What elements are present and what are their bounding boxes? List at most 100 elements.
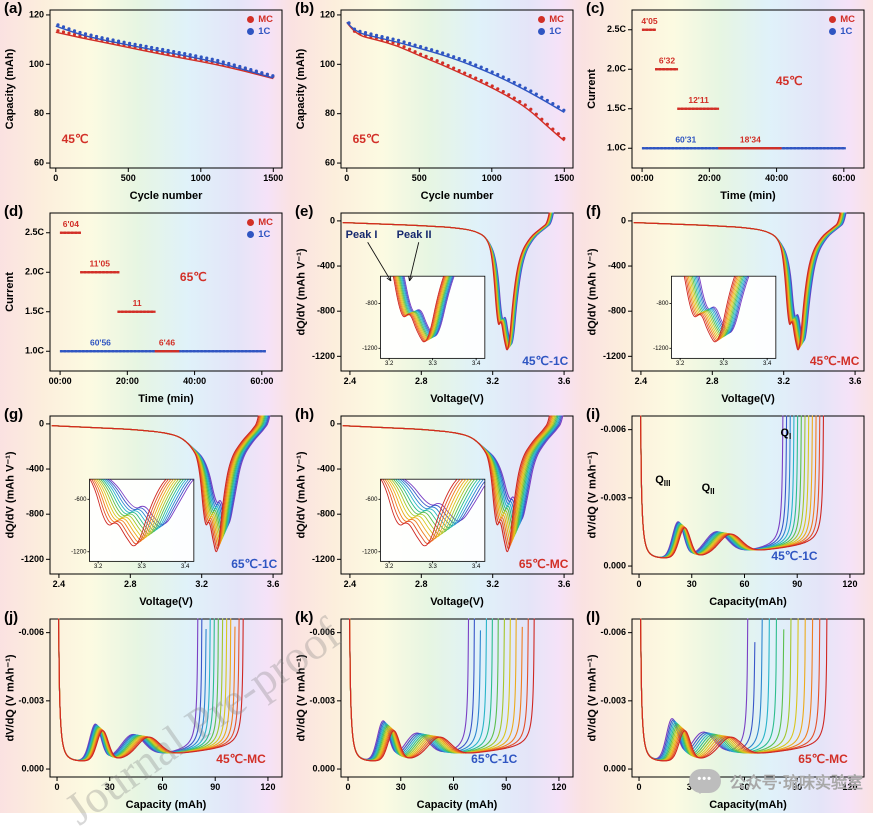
plot-canvas-h <box>291 406 582 609</box>
y-axis-title-f: dQ/dV (mAh V⁻¹) <box>586 248 599 336</box>
x-axis-title-l: Capacity(mAh) <box>709 799 787 811</box>
wechat-badge: ••• 公众号·琉味实验室 <box>688 769 863 794</box>
legend-marker-MC <box>247 219 255 226</box>
y-axis-title-k: dV/dQ (V mAh⁻¹) <box>295 654 308 742</box>
plot-canvas-f <box>582 203 873 406</box>
condition-label-k: 65℃-1C <box>471 752 518 767</box>
x-axis-title-e: Voltage(V) <box>430 393 484 405</box>
legend-label-MC: MC <box>258 14 273 25</box>
annotation-peak-1: Peak I <box>346 229 378 241</box>
annotation-text: Peak II <box>396 228 432 241</box>
panel-letter-l: (l) <box>586 609 601 626</box>
legend-marker-MC <box>829 16 837 23</box>
x-axis-title-g: Voltage(V) <box>139 596 193 608</box>
legend-item-1C: 1C <box>247 26 273 37</box>
y-axis-title-j: dV/dQ (V mAh⁻¹) <box>4 654 17 742</box>
legend-label-MC: MC <box>549 14 564 25</box>
annotation-peak-2: Peak II <box>397 229 432 241</box>
legend-item-1C: 1C <box>829 26 855 37</box>
panel-letter-h: (h) <box>295 406 315 423</box>
legend-item-MC: MC <box>247 14 273 25</box>
legend-label-MC: MC <box>258 217 273 228</box>
plot-canvas-c <box>582 0 873 203</box>
y-axis-title-h: dQ/dV (mAh V⁻¹) <box>295 451 308 539</box>
plot-canvas-d <box>0 203 291 406</box>
chat-dots: ••• <box>697 773 712 786</box>
condition-label-i: 45℃-1C <box>771 549 818 564</box>
legend-a: MC 1C <box>247 14 273 37</box>
panel-l: (l) Capacity(mAh) dV/dQ (V mAh⁻¹) 65℃-MC <box>582 609 873 812</box>
legend-item-1C: 1C <box>247 229 273 240</box>
plot-canvas-e <box>291 203 582 406</box>
panel-i: (i) Capacity(mAh) dV/dQ (V mAh⁻¹) 45℃-1C QII… <box>582 406 873 609</box>
x-axis-title-i: Capacity(mAh) <box>709 596 787 608</box>
panel-letter-e: (e) <box>295 203 314 220</box>
panel-f: (f) Voltage(V) dQ/dV (mAh V⁻¹) 45℃-MC <box>582 203 873 406</box>
legend-c: MC 1C <box>829 14 855 37</box>
annotation-q-one: QI <box>780 427 791 441</box>
y-axis-title-e: dQ/dV (mAh V⁻¹) <box>295 248 308 336</box>
plot-canvas-i <box>582 406 873 609</box>
condition-label-e: 45℃-1C <box>522 353 569 368</box>
y-axis-title-a: Capacity (mAh) <box>4 48 16 130</box>
x-axis-title-j: Capacity (mAh) <box>125 799 207 811</box>
x-axis-title-f: Voltage(V) <box>721 393 775 405</box>
condition-label-a: 45℃ <box>61 131 89 146</box>
condition-label-d: 65℃ <box>179 270 207 285</box>
panel-letter-c: (c) <box>586 0 605 17</box>
annotation-text: Q <box>780 427 790 440</box>
annotation-text: Q <box>701 482 711 495</box>
annotation-text: Q <box>655 474 664 487</box>
legend-marker-1C <box>247 28 255 35</box>
legend-label-1C: 1C <box>258 229 271 240</box>
badge-text: 公众号·琉味实验室 <box>729 775 863 792</box>
annotation-text: Peak I <box>345 228 378 241</box>
legend-item-MC: MC <box>247 217 273 228</box>
legend-marker-MC <box>538 16 546 23</box>
panel-h: (h) Voltage(V) dQ/dV (mAh V⁻¹) 65℃-MC <box>291 406 582 609</box>
condition-label-b: 65℃ <box>352 131 380 146</box>
condition-label-l: 65℃-MC <box>798 752 848 767</box>
panel-letter-k: (k) <box>295 609 314 626</box>
legend-item-MC: MC <box>538 14 564 25</box>
legend-marker-1C <box>538 28 546 35</box>
panel-letter-g: (g) <box>4 406 24 423</box>
panel-j: (j) Capacity (mAh) dV/dQ (V mAh⁻¹) 45℃-MC <box>0 609 291 812</box>
panel-letter-d: (d) <box>4 203 24 220</box>
condition-label-j: 45℃-MC <box>216 752 266 767</box>
x-axis-title-b: Cycle number <box>420 190 494 202</box>
x-axis-title-a: Cycle number <box>129 190 203 202</box>
legend-marker-1C <box>247 231 255 238</box>
panel-a: (a) Cycle number Capacity (mAh) 45℃ MC 1C <box>0 0 291 203</box>
legend-b: MC 1C <box>538 14 564 37</box>
legend-marker-MC <box>247 16 255 23</box>
panel-k: (k) Capacity (mAh) dV/dQ (V mAh⁻¹) 65℃-1C <box>291 609 582 812</box>
y-axis-title-b: Capacity (mAh) <box>295 48 307 130</box>
plot-canvas-l <box>582 609 873 812</box>
legend-item-MC: MC <box>829 14 855 25</box>
plot-canvas-g <box>0 406 291 609</box>
plot-canvas-b <box>291 0 582 203</box>
legend-label-1C: 1C <box>258 26 271 37</box>
panel-letter-i: (i) <box>586 406 601 423</box>
panel-e: (e) Voltage(V) dQ/dV (mAh V⁻¹) 45℃-1C Peak I… <box>291 203 582 406</box>
condition-label-g: 65℃-1C <box>231 556 278 571</box>
panel-d: (d) Time (min) Current 65℃ MC 1C <box>0 203 291 406</box>
figure-grid: (a) Cycle number Capacity (mAh) 45℃ MC 1C (b) C… <box>0 0 873 812</box>
chat-bubble-icon: ••• <box>688 769 721 794</box>
x-axis-title-d: Time (min) <box>138 393 194 405</box>
y-axis-title-c: Current <box>586 69 598 109</box>
panel-letter-b: (b) <box>295 0 315 17</box>
legend-marker-1C <box>829 28 837 35</box>
condition-label-h: 65℃-MC <box>518 556 569 571</box>
plot-canvas-a <box>0 0 291 203</box>
plot-canvas-j <box>0 609 291 812</box>
condition-label-c: 45℃ <box>775 73 803 88</box>
annotation-q-two: QII <box>702 482 715 496</box>
annotation-q-three: QIII <box>655 474 670 488</box>
y-axis-title-g: dQ/dV (mAh V⁻¹) <box>4 451 17 539</box>
panel-c: (c) Time (min) Current 45℃ MC 1C <box>582 0 873 203</box>
annotation-sub: I <box>789 432 792 442</box>
x-axis-title-c: Time (min) <box>720 190 776 202</box>
legend-label-MC: MC <box>840 14 855 25</box>
